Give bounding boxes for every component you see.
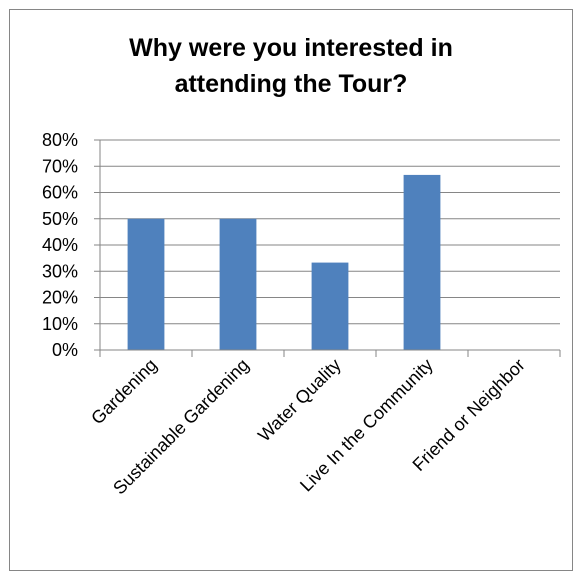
chart-title-line-2: attending the Tour? [174,70,408,98]
y-tick-label-40: 40% [42,235,78,255]
bar-1 [127,218,165,350]
y-tick-label-30: 30% [42,261,78,281]
y-tick-label-10: 10% [42,314,78,334]
bar-2 [219,218,257,350]
y-tick-label-20: 20% [42,288,78,308]
x-category-label-3: Water Quality [254,355,345,446]
y-tick-label-0: 0% [52,340,78,360]
x-category-label-1: Gardening [87,355,161,429]
chart-title-line-1: Why were you interested in [129,34,453,62]
bar-4 [403,174,441,350]
bars [127,174,441,350]
y-tick-labels: 0% 10% 20% 30% 40% 50% 60% 70% 80% [42,130,78,360]
bar-3 [311,262,349,350]
axes [94,139,561,357]
chart-title: Why were you interested in attending the… [9,30,573,102]
y-tick-label-60: 60% [42,183,78,203]
y-tick-label-70: 70% [42,156,78,176]
chart-frame [9,9,573,571]
y-tick-label-50: 50% [42,209,78,229]
y-tick-label-80: 80% [42,130,78,150]
